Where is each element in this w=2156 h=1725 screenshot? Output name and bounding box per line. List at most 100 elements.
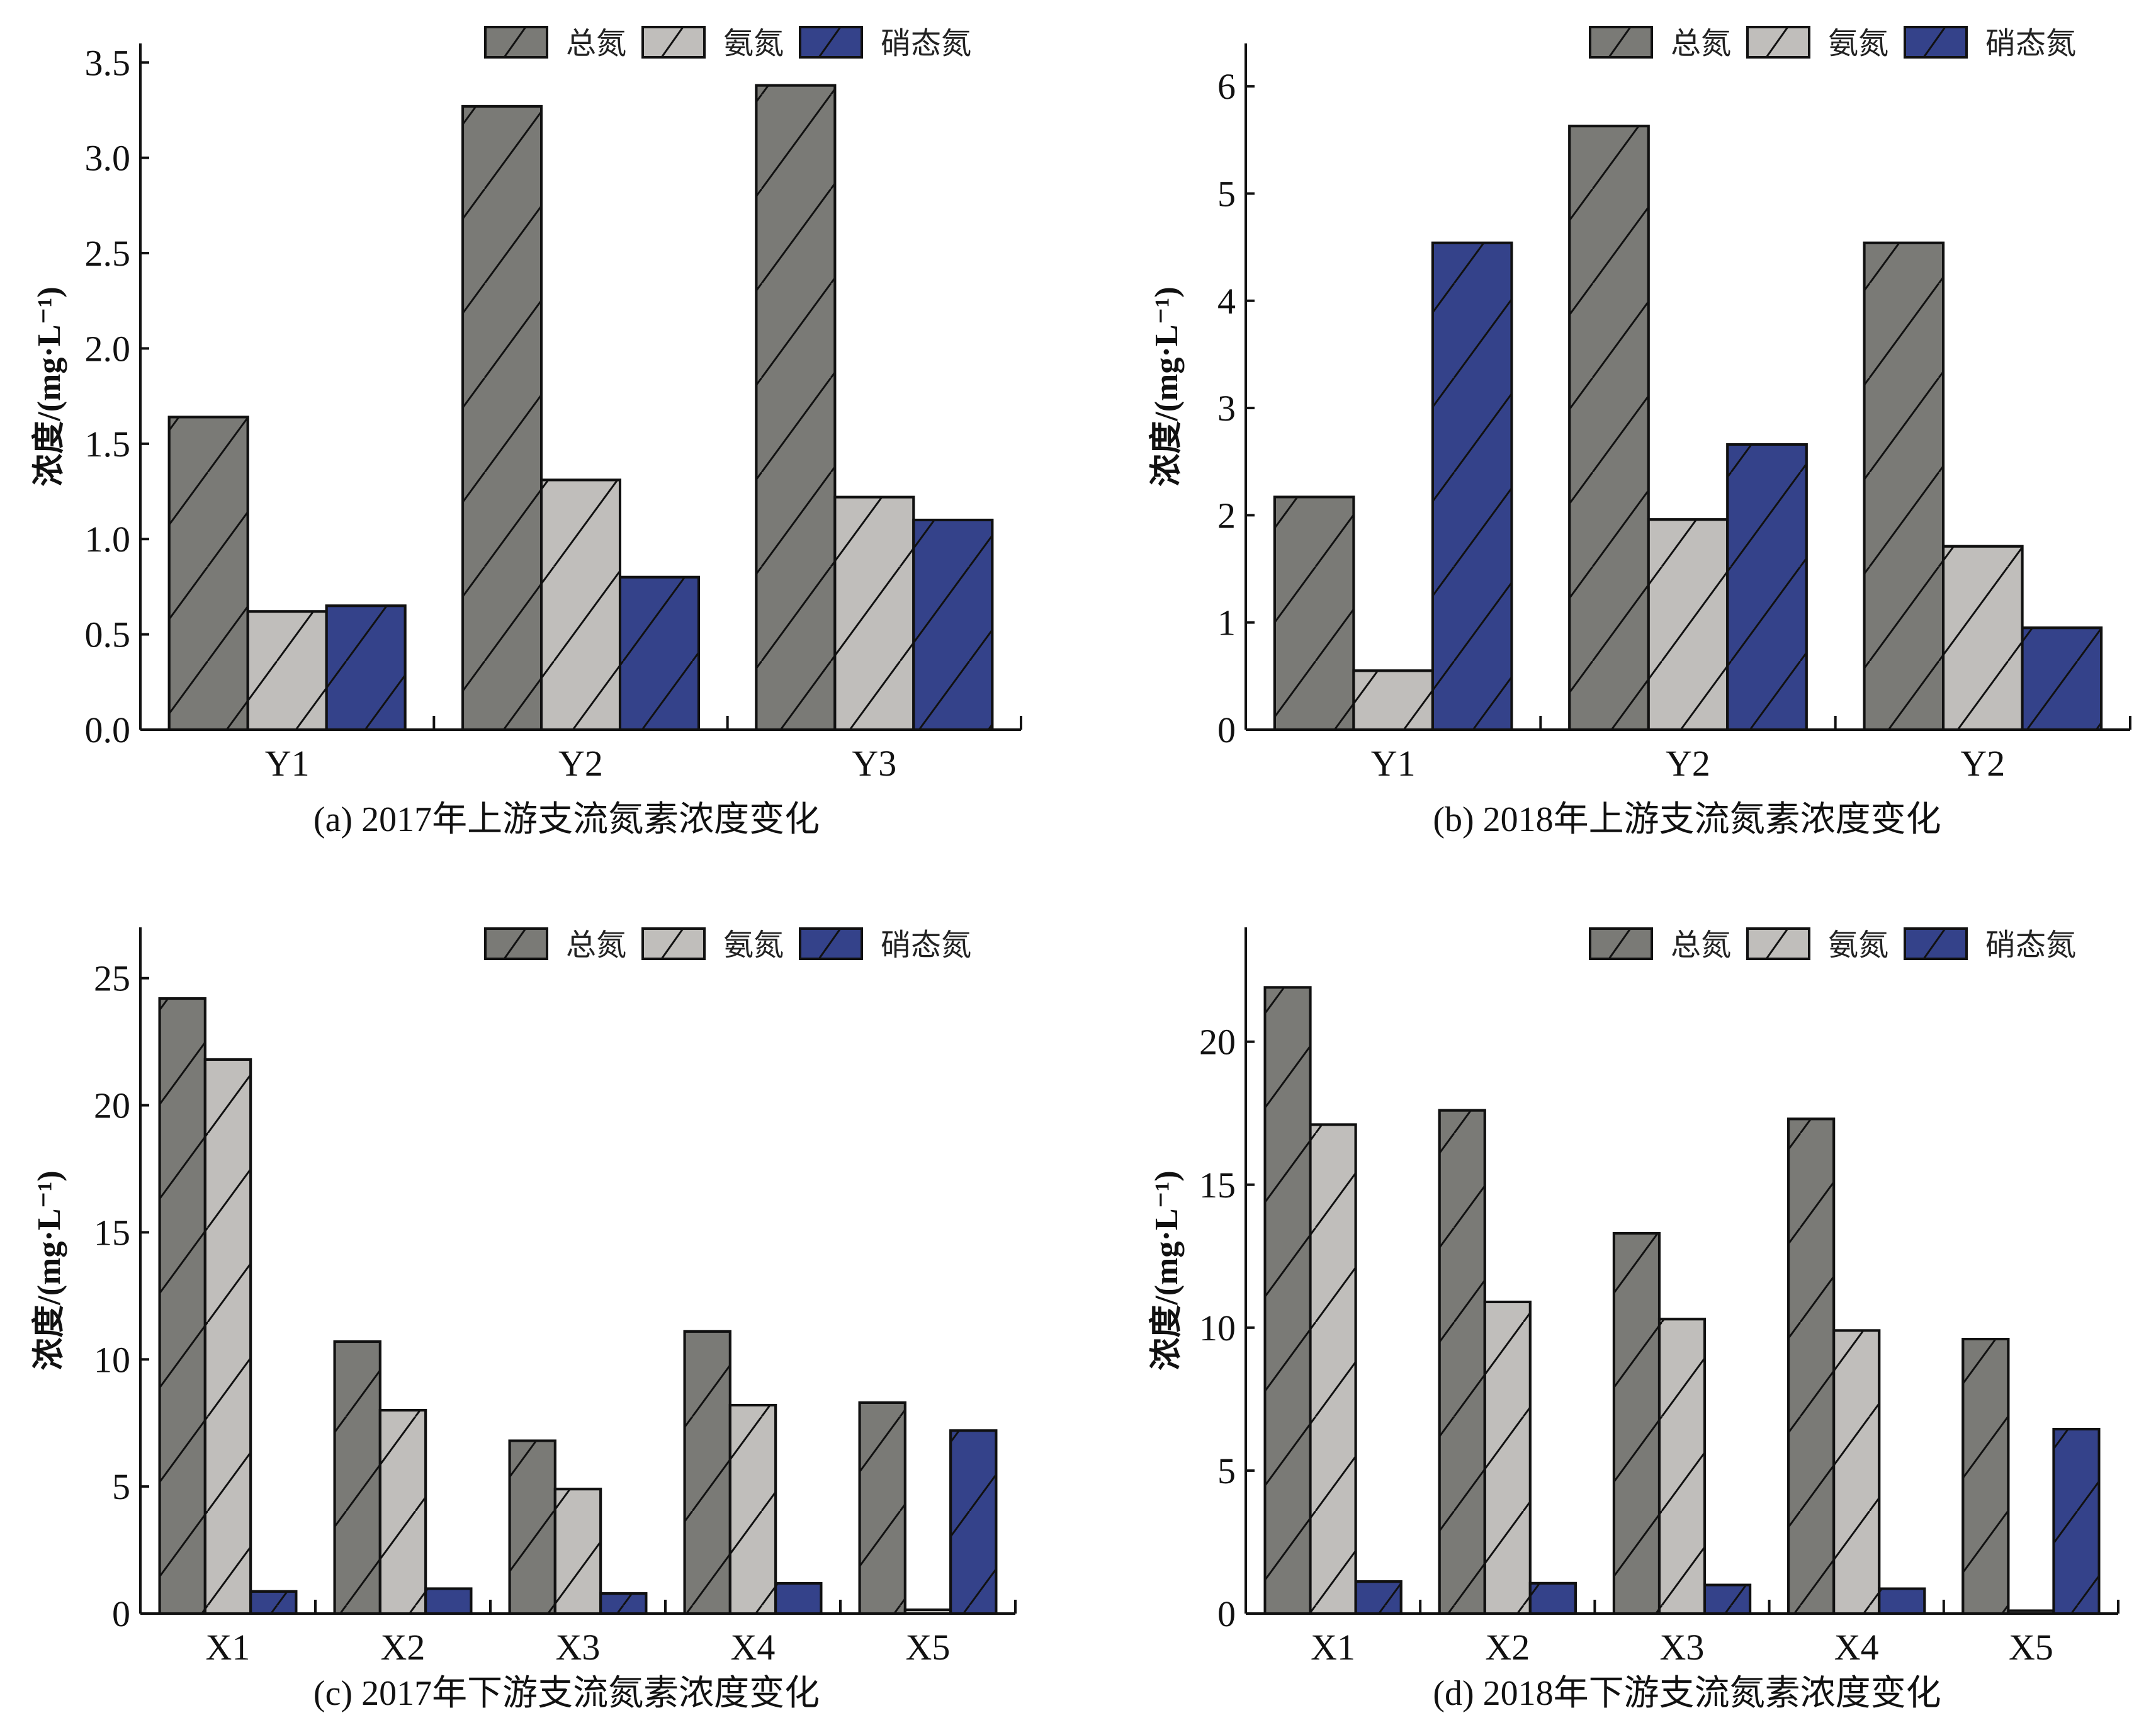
y-tick-label: 6 [1217,66,1236,107]
bar-总氮-X4 [1787,1117,1836,1615]
bar-总氮-Y3 [755,84,837,732]
bar-总氮-Y2 [1568,125,1650,731]
legend-label: 总氮 [566,26,626,61]
bar-hatch [1352,669,1434,731]
bar-氨氮-X2 [378,1409,427,1615]
y-axis-label: 浓度/(mg·L⁻¹) [31,286,67,486]
bar-hatch [1863,241,1945,731]
bar-氨氮-X1 [1309,1123,1357,1615]
bar-hatch [683,1330,731,1615]
legend-label: 氨氮 [723,927,784,963]
legend-item-0: 总氮 [484,26,626,61]
x-tick-label: X2 [381,1627,426,1668]
bar-hatch [1354,1580,1403,1615]
legend-hatch-icon [1922,26,1946,58]
y-tick-label: 1.5 [85,424,131,465]
x-tick-label: X3 [1660,1627,1705,1668]
bar-硝态氮-X2 [424,1587,473,1615]
bar-氨氮-X3 [553,1488,602,1615]
y-tick-label: 10 [94,1339,130,1380]
legend-label: 总氮 [566,927,626,963]
bar-hatch [325,604,407,732]
legend: 总氮 氨氮 硝态氮 [1589,26,2076,61]
legend: 总氮 氨氮 硝态氮 [1589,927,2076,963]
legend-label: 总氮 [1671,26,1731,61]
bar-hatch [1726,443,1808,731]
bar-硝态氮-X3 [599,1592,648,1615]
legend-swatch [1904,927,1968,960]
x-tick-label: X4 [1834,1627,1879,1668]
legend-label: 硝态氮 [1985,26,2076,61]
bar-氨氮-Y3 [833,495,915,731]
y-tick-label: 1 [1217,602,1236,643]
bar-hatch [1273,495,1355,731]
bar-hatch [912,518,994,731]
legend-hatch-icon [1765,26,1789,58]
legend: 总氮 氨氮 硝态氮 [484,26,971,61]
bar-hatch [2052,1428,2101,1615]
x-tick-label: X5 [906,1627,951,1668]
legend-label: 硝态氮 [1985,927,2076,963]
chart-panel-a: 0.0 0.5 1.0 1.5 2.0 2.5 3.0 3.5 Y1 Y2 Y3 浓度/(mg·L⁻¹… [31,26,1022,839]
x-tick-label: X2 [1485,1627,1530,1668]
y-tick-label: 0.5 [85,614,131,655]
x-tick-label: X4 [731,1627,776,1668]
bar-氨氮-X2 [1483,1300,1532,1615]
bar-氨氮-Y1 [246,610,328,731]
y-tick-label: 0.0 [85,710,131,750]
y-tick-label: 3.0 [85,138,131,179]
legend-item-2: 硝态氮 [1904,927,2076,963]
bar-总氮-X3 [1612,1231,1661,1615]
bar-总氮-X5 [858,1401,906,1615]
bar-氨氮-X4 [1832,1329,1881,1615]
bar-hatch [858,1401,906,1615]
bar-hatch [246,610,328,731]
bar-hatch [1309,1123,1357,1615]
bar-氨氮-Y2 [1647,518,1729,731]
bar-氨氮-Y2 [1942,545,2024,731]
legend-item-1: 氨氮 [1746,927,1888,963]
x-tick-label: X1 [1311,1627,1355,1668]
legend-hatch-icon [818,928,842,959]
bar-hatch [1787,1117,1836,1615]
legend-item-2: 硝态氮 [1904,26,2076,61]
y-tick-label: 15 [94,1212,130,1253]
y-tick-label: 5 [1217,173,1236,214]
bar-硝态氮-Y3 [912,518,994,731]
bar-硝态氮-X1 [1354,1580,1403,1615]
bar-硝态氮-Y2 [2021,626,2103,731]
y-tick-label: 20 [1199,1022,1236,1063]
bar-hatch [540,478,621,731]
legend-item-2: 硝态氮 [799,927,971,963]
legend-label: 硝态氮 [881,26,971,61]
legend-label: 硝态氮 [881,927,971,963]
legend-hatch-icon [1922,928,1946,959]
legend-swatch [799,26,863,59]
legend-swatch [484,26,548,59]
legend-item-1: 氨氮 [641,927,784,963]
y-tick-label: 2.0 [85,328,131,369]
bar-总氮-Y2 [461,105,543,731]
y-tick-label: 0 [112,1593,130,1634]
legend-item-0: 总氮 [1589,927,1731,963]
x-tick-label: Y2 [1666,743,1710,784]
legend-swatch [641,927,706,960]
chart-panel-d: 0 5 10 15 20 X1 X2 X3 X4 X5 浓度/(mg·L⁻¹) (d) 2018年下游… [1148,927,2119,1713]
legend-label: 氨氮 [723,26,784,61]
legend-item-1: 氨氮 [641,26,784,61]
bar-hatch [1263,986,1312,1615]
bar-hatch [508,1439,556,1615]
legend-hatch-icon [660,26,684,58]
bar-hatch [728,1403,777,1615]
y-tick-label: 5 [112,1466,130,1507]
bar-总氮-X2 [1438,1109,1486,1615]
bar-硝态氮-X3 [1703,1583,1752,1615]
y-tick-label: 4 [1217,281,1236,322]
bar-硝态氮-Y2 [1726,443,1808,731]
bar-硝态氮-Y1 [325,604,407,732]
bar-hatch [158,997,206,1615]
chart-caption: (a) 2017年上游支流氮素浓度变化 [313,800,820,839]
legend: 总氮 氨氮 硝态氮 [484,927,971,963]
y-tick-label: 10 [1199,1308,1236,1349]
bar-总氮-Y2 [1863,241,1945,731]
